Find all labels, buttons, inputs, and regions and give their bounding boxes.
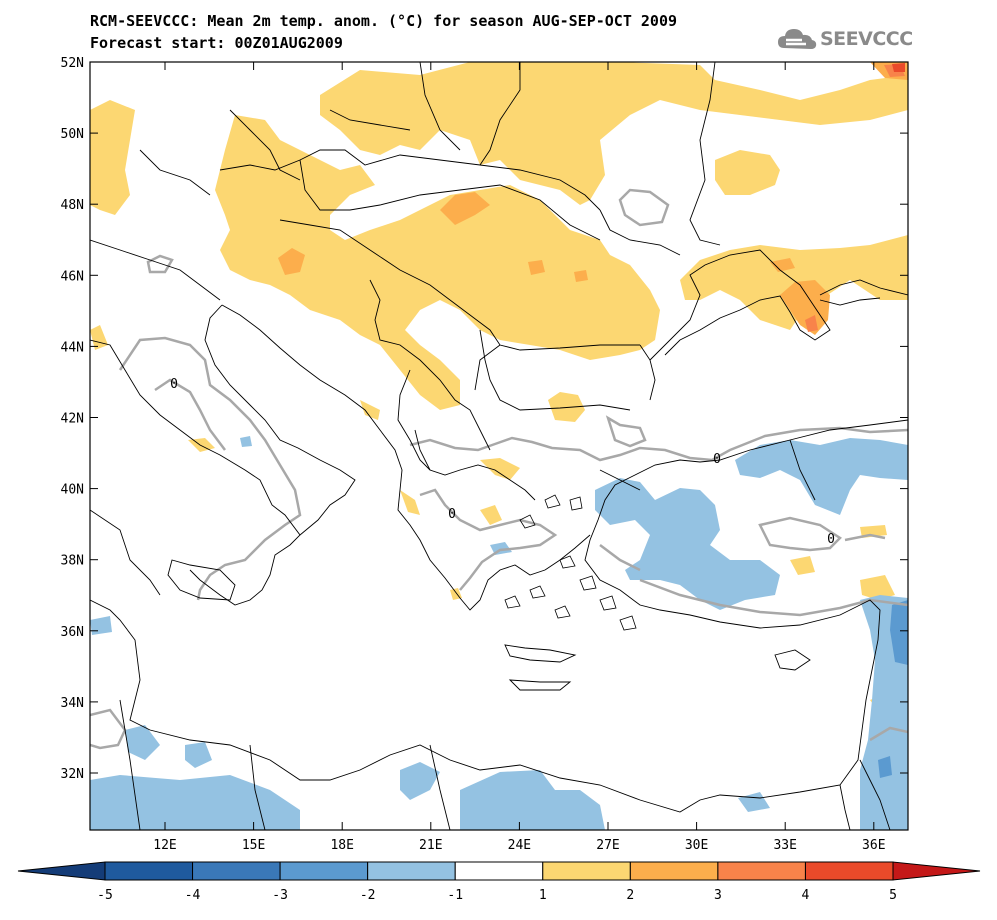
coastlines-borders	[90, 62, 908, 830]
map-frame	[89, 61, 909, 831]
lat-label: 50N	[61, 127, 84, 142]
warm-anomaly-areas	[90, 62, 908, 720]
hottest-anomaly-areas	[892, 63, 905, 72]
colorbar-label: -1	[447, 888, 463, 903]
colorbar-bin	[542, 861, 631, 881]
contour-labels: 0 0 0 0	[170, 377, 835, 547]
contour-label: 0	[170, 377, 178, 392]
colorbar-label: 1	[539, 888, 547, 903]
cold-anomaly-areas	[90, 436, 908, 830]
map-title: RCM-SEEVCCC: Mean 2m temp. anom. (°C) fo…	[90, 12, 677, 30]
lat-label: 40N	[61, 483, 84, 498]
colorbar-left-arrow	[17, 861, 106, 881]
lon-label: 30E	[685, 838, 708, 853]
colorbar-label: -5	[97, 888, 113, 903]
lat-label: 38N	[61, 554, 84, 569]
lat-label: 48N	[61, 198, 84, 213]
colder-anomaly-areas	[878, 600, 908, 778]
colorbar-bin	[454, 861, 544, 881]
lat-label: 42N	[61, 412, 84, 427]
lon-label: 21E	[419, 838, 442, 853]
cloud-icon	[778, 29, 817, 49]
seevccc-logo: SEEVCCC	[776, 24, 916, 54]
aegean-islands	[504, 494, 637, 631]
colorbar-bin	[804, 861, 894, 881]
lon-label: 27E	[596, 838, 619, 853]
lat-label: 44N	[61, 340, 84, 355]
colorbar-bin	[279, 861, 369, 881]
colorbar-bin	[717, 861, 806, 881]
contour-label: 0	[827, 532, 835, 547]
colorbar-label: -2	[360, 888, 376, 903]
lat-label: 52N	[61, 56, 84, 71]
colorbar-label: 5	[889, 888, 897, 903]
longitude-axis: 12E 15E 18E 21E 24E 27E 30E 33E 36E	[153, 62, 886, 853]
latitude-axis: 52N 50N 48N 46N 44N 42N 40N 38N 36N 34N 32N	[61, 56, 908, 782]
colorbar-label: -4	[185, 888, 201, 903]
lon-label: 12E	[153, 838, 176, 853]
colorbar-label: 2	[626, 888, 634, 903]
colorbar-label: 4	[802, 888, 810, 903]
colorbar-bin	[104, 861, 194, 881]
colorbar-bin	[367, 861, 456, 881]
colorbar-right-arrow	[892, 861, 981, 881]
lon-label: 18E	[330, 838, 353, 853]
lat-label: 46N	[61, 269, 84, 284]
lon-label: 36E	[862, 838, 885, 853]
lat-label: 36N	[61, 625, 84, 640]
colorbar-label: -3	[272, 888, 288, 903]
logo-text: SEEVCCC	[820, 28, 913, 50]
lat-label: 34N	[61, 696, 84, 711]
colorbar-bin	[629, 861, 719, 881]
contour-label: 0	[713, 452, 721, 467]
zero-contours	[90, 188, 908, 750]
colorbar: -5 -4 -3 -2 -1 1 2 3 4 5	[17, 861, 981, 903]
forecast-start: Forecast start: 00Z01AUG2009	[90, 34, 343, 52]
lat-label: 32N	[61, 767, 84, 782]
anomaly-fields: 0 0 0 0	[90, 62, 908, 830]
lon-label: 33E	[773, 838, 796, 853]
contour-label: 0	[448, 507, 456, 522]
lon-label: 15E	[242, 838, 265, 853]
colorbar-label: 3	[714, 888, 722, 903]
lon-label: 24E	[508, 838, 531, 853]
colorbar-bin	[192, 861, 281, 881]
